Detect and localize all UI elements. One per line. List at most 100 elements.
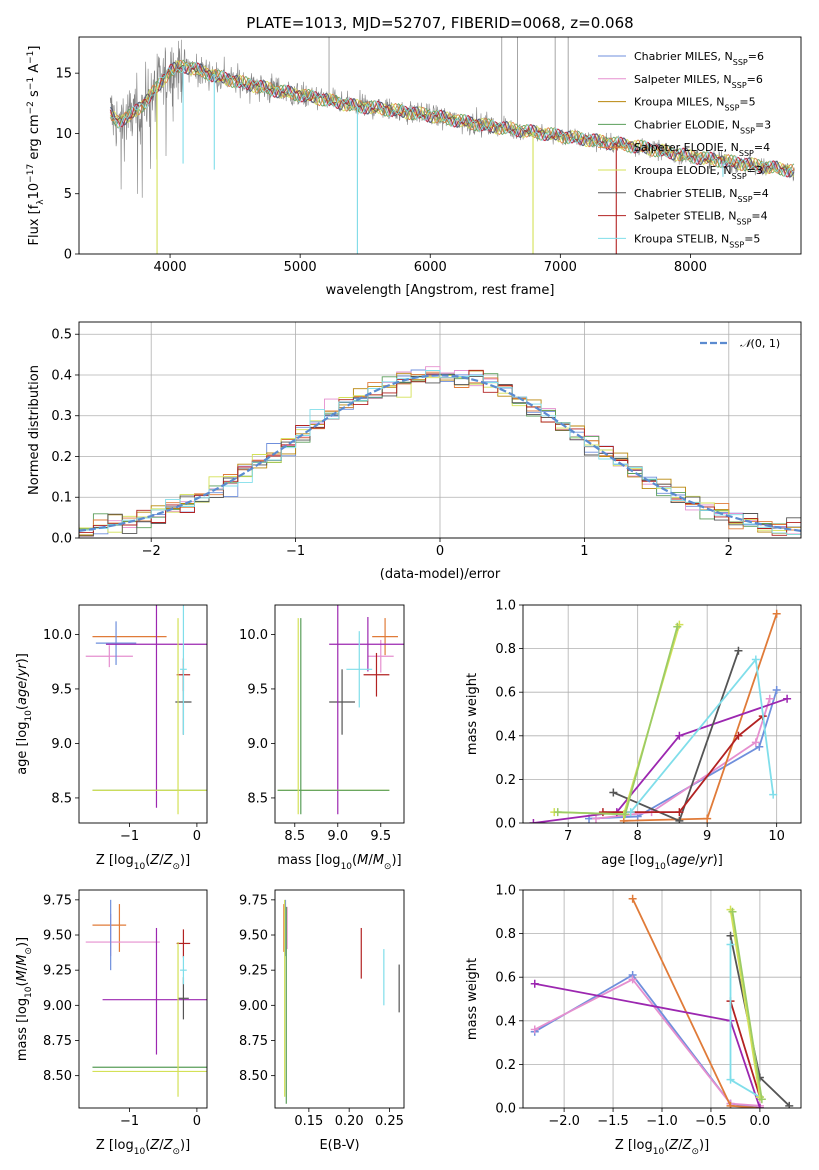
y-tick-label: 0.4: [495, 729, 516, 744]
histogram-series-8: [79, 370, 801, 536]
legend-label: Kroupa STELIB, NSSP=5: [634, 232, 760, 249]
x-tick-label: −0.5: [695, 1114, 727, 1129]
y-tick-label: 0.4: [51, 368, 72, 383]
chart-title: PLATE=1013, MJD=52707, FIBERID=0068, z=0…: [246, 14, 633, 32]
x-tick-label: 5000: [284, 260, 317, 275]
y-tick-label: 9.25: [239, 964, 268, 979]
weight-point: [751, 738, 760, 747]
weight-point: [765, 694, 774, 703]
y-tick-label: 8.50: [43, 1069, 72, 1084]
x-tick-label: −1.0: [646, 1114, 678, 1129]
weight-point: [769, 790, 778, 799]
weight-point: [755, 1104, 764, 1108]
x-axis-label: wavelength [Angstrom, rest frame]: [326, 283, 555, 298]
legend-label: Salpeter MILES, NSSP=6: [634, 73, 763, 90]
weight-point: [598, 808, 607, 817]
weight-point: [726, 940, 735, 949]
y-tick-label: 0.4: [495, 1014, 516, 1029]
weight-line-5: [729, 1000, 761, 1098]
weight-point: [530, 979, 539, 988]
y-tick-label: 8.75: [239, 1034, 268, 1049]
weight-line-8: [557, 626, 679, 816]
legend: Chabrier MILES, NSSP=6 Salpeter MILES, NS…: [598, 50, 771, 249]
weight-line-2: [623, 613, 778, 822]
weight-point: [726, 1101, 735, 1108]
x-tick-label: 10: [768, 829, 785, 844]
legend-label: Salpeter ELODIE, NSSP=4: [634, 141, 770, 158]
x-axis-label: Z [log10(Z/Z⊙)]: [96, 1138, 190, 1157]
plot-area-massweight-vs-Z: [530, 894, 794, 1108]
x-tick-label: 4000: [154, 260, 187, 275]
y-axis-label: mass [log10(M/M⊙)]: [15, 937, 34, 1061]
x-axis-label: Z [log10(Z/Z⊙)]: [96, 853, 190, 872]
panel-mass-vs-Z: −1 0 8.50 8.75 9.00 9.25 9.50 9.75: [43, 889, 208, 1129]
x-tick-label: −2.0: [548, 1114, 580, 1129]
y-tick-label: 0.3: [51, 409, 72, 424]
y-axis-label: Flux [fλ10−17 erg cm−2 s−1 A−1]: [26, 46, 46, 246]
y-axis-label: mass weight: [465, 673, 480, 755]
y-tick-label: 0: [64, 248, 72, 263]
y-tick-label: 0.5: [51, 328, 72, 343]
y-axis-label: Normed distribution: [27, 365, 42, 495]
y-tick-label: 0.6: [495, 686, 516, 701]
x-axis-label: age [log10(age/yr)]: [601, 853, 723, 872]
panel-massweight-vs-age: 7 8 9 10 0.0 0.2 0.4 0.6 0.8 1.0: [495, 599, 802, 844]
x-tick-label: 0.15: [294, 1114, 323, 1129]
x-tick-label: 6000: [414, 260, 447, 275]
weight-point: [783, 694, 792, 703]
weight-line-3: [534, 982, 761, 1108]
y-tick-label: 9.00: [43, 999, 72, 1014]
weight-point: [726, 931, 735, 940]
weight-point: [529, 819, 538, 823]
y-tick-label: 0.2: [495, 773, 516, 788]
legend-label: Kroupa MILES, NSSP=5: [634, 96, 756, 113]
x-tick-label: 7000: [544, 260, 577, 275]
weight-point: [734, 646, 743, 655]
y-tick-label: 8.50: [239, 1069, 268, 1084]
y-tick-label: 0.2: [495, 1058, 516, 1073]
y-tick-label: 10: [55, 127, 72, 142]
y-tick-label: 9.75: [43, 893, 72, 908]
weight-point: [591, 814, 600, 823]
weight-point: [726, 1075, 735, 1084]
legend-label: Chabrier STELIB, NSSP=4: [634, 187, 769, 204]
weight-line-7: [729, 909, 761, 1098]
axes-frame: [274, 604, 405, 824]
axes-frame: [274, 889, 405, 1109]
y-tick-label: 0.8: [495, 642, 516, 657]
y-tick-label: 9.75: [239, 893, 268, 908]
x-tick-label: 8000: [674, 260, 707, 275]
y-tick-label: 0.0: [495, 1102, 516, 1117]
plot-area-mass-vs-ebv: [283, 899, 400, 1104]
weight-line-1: [534, 978, 760, 1107]
weight-point: [734, 731, 743, 740]
y-tick-label: 0.2: [51, 450, 72, 465]
weight-point: [785, 1101, 794, 1108]
weight-point: [530, 1025, 539, 1034]
model-line-8: [109, 62, 795, 177]
model-line-4: [109, 59, 795, 175]
x-tick-label: 0: [193, 829, 201, 844]
x-tick-label: 8: [634, 829, 642, 844]
y-tick-label: 0.1: [51, 491, 72, 506]
y-tick-label: 1.0: [495, 599, 516, 614]
weight-line-0: [588, 689, 778, 820]
y-axis-label: age [log10(age/yr)]: [15, 653, 34, 775]
x-tick-label: −1: [120, 829, 139, 844]
y-tick-label: 9.0: [51, 737, 72, 752]
y-tick-label: 9.50: [43, 929, 72, 944]
x-axis-label: (data-model)/error: [380, 567, 501, 582]
x-tick-label: 0: [193, 1114, 201, 1129]
y-tick-label: 8.75: [43, 1034, 72, 1049]
x-axis-label: mass [log10(M/M⊙)]: [277, 853, 401, 872]
weight-point: [751, 655, 760, 664]
weight-point: [609, 788, 618, 797]
weight-point: [757, 1095, 766, 1104]
legend-label: Chabrier ELODIE, NSSP=3: [634, 118, 771, 135]
x-tick-label: 9: [703, 829, 711, 844]
weight-line-7: [554, 624, 681, 816]
weight-point: [703, 814, 712, 823]
x-axis-label: E(B-V): [319, 1138, 359, 1153]
y-tick-label: 8.5: [51, 791, 72, 806]
